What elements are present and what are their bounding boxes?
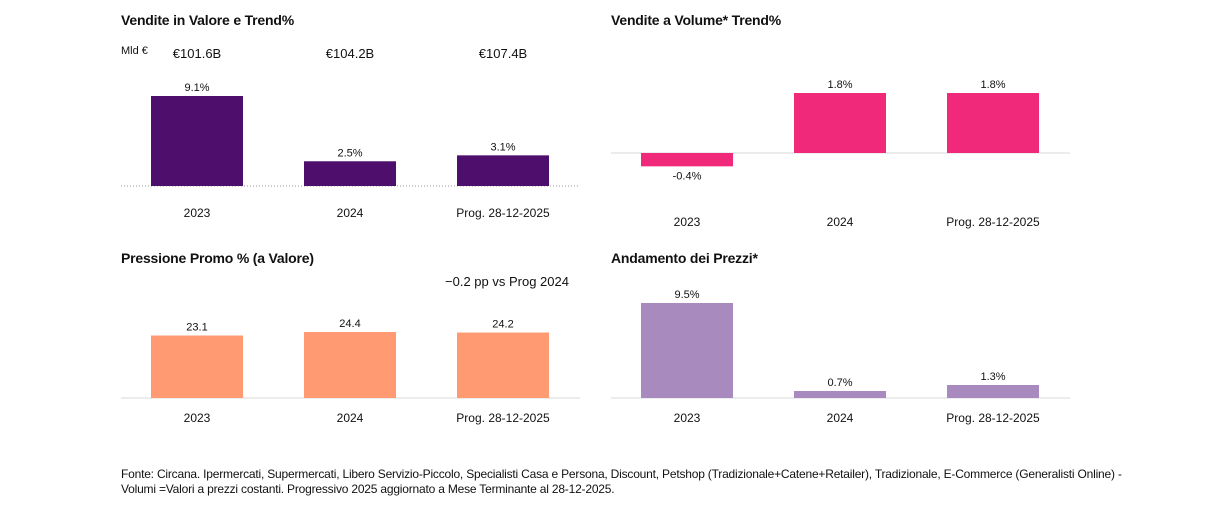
footnote-line: Fonte: Circana. Ipermercati, Supermercat… <box>121 467 1122 481</box>
footnote-line: Volumi =Valori a prezzi costanti. Progre… <box>121 482 615 496</box>
data-label: 3.1% <box>490 141 515 153</box>
annotation-note: −0.2 pp vs Prog 2024 <box>445 274 569 289</box>
chart-plot: -0.4% 2023 1.8% 2024 1.8% Prog. 28-12-2025 <box>611 79 1070 229</box>
chart-title: Vendite in Valore e Trend% <box>121 12 294 28</box>
chart-andamento-prezzi: Andamento dei Prezzi* 9.5% 2023 0.7% 2024 1.… <box>611 250 1071 425</box>
total-label: €104.2B <box>325 46 375 61</box>
category-label: 2023 <box>674 215 701 229</box>
category-label: 2023 <box>184 411 211 425</box>
data-label: 1.3% <box>980 371 1005 383</box>
data-label: 24.2 <box>492 319 513 331</box>
category-label: 2024 <box>337 206 364 220</box>
category-label: 2023 <box>674 411 701 425</box>
bar <box>641 303 733 398</box>
category-label: Prog. 28-12-2025 <box>946 215 1040 229</box>
category-label: 2024 <box>827 215 854 229</box>
category-label: 2023 <box>184 206 211 220</box>
chart-title: Andamento dei Prezzi* <box>611 250 758 266</box>
bar <box>794 391 886 398</box>
chart-plot: 9.5% 2023 0.7% 2024 1.3% Prog. 28-12-2025 <box>611 289 1070 425</box>
source-footnote: Fonte: Circana. Ipermercati, Supermercat… <box>121 467 1122 497</box>
data-label: 9.1% <box>184 82 209 94</box>
chart-title: Pressione Promo % (a Valore) <box>121 250 314 266</box>
chart-plot: 23.1 2023 24.4 2024 24.2 Prog. 28-12-2025 <box>121 318 580 425</box>
bar <box>457 155 549 186</box>
data-label: 9.5% <box>674 289 699 301</box>
bar <box>151 96 243 186</box>
data-label: 1.8% <box>980 79 1005 91</box>
data-label: 0.7% <box>827 377 852 389</box>
bar <box>304 161 396 186</box>
bar <box>151 335 243 398</box>
chart-vendite-valore: Vendite in Valore e Trend% Mld € €101.6B… <box>121 12 581 220</box>
bar <box>947 385 1039 398</box>
bar <box>304 332 396 398</box>
category-label: Prog. 28-12-2025 <box>456 411 550 425</box>
bar <box>794 93 886 153</box>
data-label: 2.5% <box>337 147 362 159</box>
chart-vendite-volume: Vendite a Volume* Trend% -0.4% 2023 1.8% 20… <box>611 12 1071 229</box>
chart-plot: 9.1% 2023 2.5% 2024 3.1% Prog. 28-12-2025 <box>121 82 580 220</box>
chart-title: Vendite a Volume* Trend% <box>611 12 781 28</box>
bar <box>457 332 549 398</box>
total-label: €101.6B <box>172 46 222 61</box>
data-label: 23.1 <box>186 322 207 334</box>
category-label: Prog. 28-12-2025 <box>946 411 1040 425</box>
data-label: 24.4 <box>339 318 360 330</box>
bar <box>947 93 1039 153</box>
total-label: €107.4B <box>478 46 528 61</box>
data-label: 1.8% <box>827 79 852 91</box>
bar <box>641 153 733 167</box>
data-label: -0.4% <box>673 170 702 182</box>
category-label: 2024 <box>337 411 364 425</box>
category-label: 2024 <box>827 411 854 425</box>
chart-pressione-promo: Pressione Promo % (a Valore) −0.2 pp vs … <box>121 250 581 425</box>
category-label: Prog. 28-12-2025 <box>456 206 550 220</box>
unit-label: Mld € <box>121 45 148 57</box>
